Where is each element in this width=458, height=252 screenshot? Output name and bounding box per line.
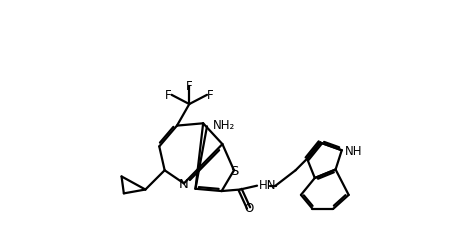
Text: F: F bbox=[186, 80, 193, 93]
Text: F: F bbox=[207, 89, 213, 102]
Text: HN: HN bbox=[259, 179, 277, 192]
Text: F: F bbox=[165, 89, 172, 102]
Text: S: S bbox=[230, 164, 238, 177]
Text: NH: NH bbox=[345, 144, 362, 157]
Text: N: N bbox=[179, 177, 189, 190]
Text: NH₂: NH₂ bbox=[213, 119, 234, 132]
Text: O: O bbox=[244, 202, 253, 215]
